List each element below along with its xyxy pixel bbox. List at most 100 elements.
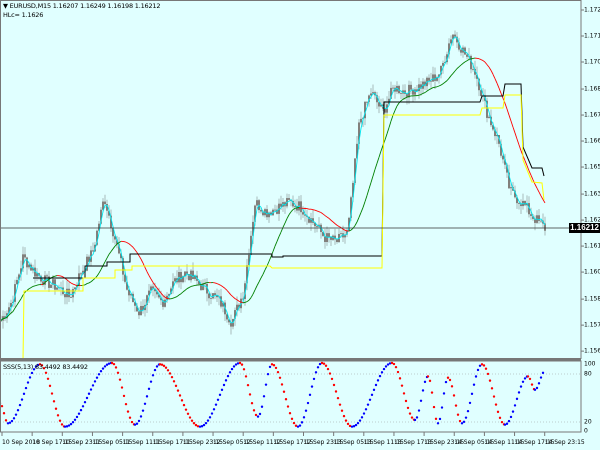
- candle-body: [174, 278, 176, 282]
- slow-ma-segment: [534, 184, 538, 189]
- oscillator-point: [153, 368, 157, 372]
- slow-ma-segment: [448, 75, 452, 79]
- candle-body: [138, 311, 140, 316]
- oscillator-point: [12, 417, 16, 420]
- candle-body: [46, 275, 48, 277]
- candle-body: [262, 211, 264, 216]
- slow-ma-segment: [232, 296, 236, 299]
- slow-ma-segment: [250, 293, 254, 298]
- time-label: 12 Sep 17:15: [273, 439, 314, 446]
- oscillator-point: [306, 401, 310, 405]
- oscillator-point: [73, 418, 77, 422]
- oscillator-point: [79, 408, 83, 412]
- slow-ma-segment: [480, 59, 484, 61]
- price-label: 1.15620: [584, 347, 600, 355]
- slow-ma-segment: [392, 110, 396, 116]
- candle-body: [156, 291, 158, 295]
- oscillator-point: [537, 382, 541, 385]
- time-label: 13 Sep 05:15: [333, 439, 374, 446]
- slow-ma-segment: [336, 224, 340, 227]
- oscillator-point: [262, 395, 266, 398]
- candle-body: [108, 210, 110, 216]
- oscillator-point: [322, 362, 326, 365]
- slow-ma-segment: [90, 279, 94, 283]
- oscillator-point: [370, 393, 374, 397]
- slow-ma-segment: [52, 275, 56, 278]
- oscillator-point: [408, 412, 412, 415]
- candle-body: [246, 265, 248, 284]
- slow-ma-segment: [418, 94, 422, 96]
- oscillator-point: [298, 424, 302, 427]
- slow-ma-segment: [536, 187, 540, 193]
- candle-body: [424, 81, 426, 87]
- oscillator-point: [107, 362, 111, 365]
- oscillator-point: [28, 376, 32, 379]
- oscillator-point: [282, 390, 286, 393]
- candle-body: [112, 227, 114, 237]
- oscillator-point: [500, 420, 504, 424]
- window-separator[interactable]: [0, 358, 581, 361]
- candle-body: [510, 187, 512, 189]
- oscillator-point: [137, 419, 141, 423]
- oscillator-point: [511, 410, 515, 413]
- slow-ma-segment: [342, 228, 346, 231]
- oscillator-point: [413, 418, 417, 422]
- oscillator-point: [415, 416, 419, 419]
- oscillator-point: [320, 361, 324, 365]
- slow-ma-segment: [498, 87, 502, 94]
- oscillator-point: [530, 383, 534, 386]
- slow-ma-segment: [378, 150, 382, 158]
- candle-body: [212, 293, 214, 299]
- candle-body: [284, 202, 286, 207]
- oscillator-point: [272, 364, 276, 367]
- slow-ma-segment: [148, 275, 152, 280]
- oscillator-point: [30, 371, 34, 375]
- candle-body: [130, 293, 132, 296]
- candle-body: [446, 54, 448, 63]
- oscillator-point: [308, 393, 312, 397]
- time-label: 12 Sep 05:15: [213, 439, 254, 446]
- oscillator-point: [482, 364, 486, 367]
- oscillator-point: [224, 379, 228, 382]
- oscillator-point: [22, 392, 26, 396]
- oscillator-point: [26, 381, 30, 384]
- candle-body: [506, 164, 508, 173]
- candle-body: [304, 214, 306, 216]
- oscillator-point: [384, 365, 388, 368]
- oscillator-point: [513, 404, 517, 407]
- oscillator-point: [133, 423, 137, 426]
- oscillator-point: [509, 415, 513, 419]
- slow-ma-segment: [84, 283, 88, 286]
- oscillator-point: [352, 425, 356, 428]
- candle-body: [152, 286, 154, 289]
- oscillator-series: [0, 361, 545, 428]
- oscillator-point: [200, 425, 204, 428]
- oscillator-point: [58, 419, 62, 422]
- oscillator-point: [526, 375, 530, 378]
- level-label-100: 100: [584, 360, 596, 368]
- slow-ma-segment: [496, 83, 500, 89]
- candle-body: [336, 239, 338, 243]
- slow-ma-segment: [222, 286, 226, 289]
- time-label: 14 Sep 05:15: [454, 439, 495, 446]
- candle-body: [222, 302, 224, 307]
- oscillator-point: [204, 421, 208, 425]
- oscillator-point: [332, 383, 336, 387]
- oscillator-point: [372, 388, 376, 392]
- oscillator-point: [268, 365, 272, 369]
- current-price-label: 1.16212: [569, 223, 600, 233]
- slow-ma-segment: [118, 240, 122, 243]
- oscillator-point: [101, 367, 105, 370]
- candle-body: [316, 226, 318, 227]
- candle-body: [50, 284, 52, 288]
- candle-body: [96, 230, 98, 245]
- slow-ma-segment: [276, 236, 280, 242]
- slow-ma-segment: [514, 132, 518, 140]
- candle-body: [228, 319, 230, 323]
- oscillator-point: [6, 422, 10, 425]
- oscillator-point: [220, 388, 224, 392]
- slow-ma-segment: [162, 295, 166, 298]
- oscillator-point: [312, 377, 316, 381]
- oscillator-point: [32, 368, 36, 371]
